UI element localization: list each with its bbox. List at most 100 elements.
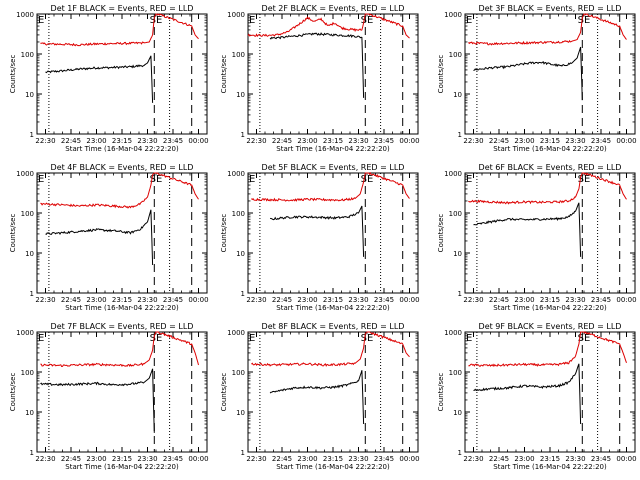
x-axis-label: Start Time (16-Mar-04 22:22:20) [65, 304, 179, 312]
x-tick-label: 23:00 [514, 455, 534, 463]
series-line-events [473, 202, 582, 257]
x-tick-label: 23:15 [323, 296, 343, 304]
plot-title: Det 6F BLACK = Events, RED = LLD [479, 163, 622, 172]
x-tick-label: 22:45 [61, 296, 81, 304]
x-tick-label: 23:00 [86, 137, 106, 145]
x-tick-label: 22:45 [489, 296, 509, 304]
x-tick-label: 22:30 [35, 137, 55, 145]
corner-label-e: E [249, 174, 255, 185]
x-tick-label: 00:00 [616, 455, 636, 463]
x-tick-label: 22:45 [61, 137, 81, 145]
x-tick-label: 23:45 [163, 137, 183, 145]
plot-title: Det 1F BLACK = Events, RED = LLD [51, 4, 194, 13]
corner-label-e: E [38, 333, 44, 344]
series-line-events [45, 55, 154, 103]
x-tick-label: 22:30 [463, 137, 483, 145]
x-tick-label: 23:00 [86, 296, 106, 304]
x-tick-label: 23:00 [297, 137, 317, 145]
x-tick-label: 23:45 [374, 296, 394, 304]
x-tick-label: 22:45 [272, 455, 292, 463]
x-tick-label: 00:00 [188, 455, 208, 463]
x-tick-label: 22:30 [463, 455, 483, 463]
corner-label-e: E [466, 15, 472, 26]
corner-label-e: E [38, 15, 44, 26]
x-tick-label: 23:15 [540, 137, 560, 145]
x-tick-label: 23:00 [297, 455, 317, 463]
x-tick-label: 23:30 [348, 137, 368, 145]
y-tick-label: 1 [458, 131, 462, 139]
series-line-events [269, 32, 365, 98]
x-tick-label: 23:15 [112, 137, 132, 145]
y-tick-label: 1000 [227, 11, 245, 19]
y-tick-label: 1000 [444, 11, 462, 19]
x-tick-label: 22:30 [463, 296, 483, 304]
y-axis-label: Counts/sec [220, 373, 228, 412]
y-tick-label: 100 [449, 51, 462, 59]
y-tick-label: 10 [236, 409, 245, 417]
y-tick-label: 1000 [227, 329, 245, 337]
plot-panel-2: Det 2F BLACK = Events, RED = LLD E SE 1 10 10… [220, 4, 420, 153]
x-axis-label: Start Time (16-Mar-04 22:22:20) [493, 463, 607, 471]
corner-label-se: SE [361, 333, 374, 344]
x-tick-label: 23:45 [163, 455, 183, 463]
plot-frame [464, 331, 636, 453]
y-tick-label: 1 [458, 290, 462, 298]
y-tick-label: 10 [25, 91, 34, 99]
y-tick-label: 10 [25, 409, 34, 417]
y-axis-label: Counts/sec [9, 55, 17, 94]
plot-frame [36, 13, 208, 135]
x-tick-label: 23:45 [163, 296, 183, 304]
y-tick-label: 1 [30, 290, 34, 298]
x-axis-label: Start Time (16-Mar-04 22:22:20) [276, 145, 390, 153]
y-tick-label: 1 [458, 449, 462, 457]
y-axis-label: Counts/sec [9, 214, 17, 253]
x-tick-label: 23:00 [514, 296, 534, 304]
series-line-lld [40, 13, 199, 47]
corner-label-se: SE [578, 333, 591, 344]
plot-panel-3: Det 3F BLACK = Events, RED = LLD E SE 1 10 10… [437, 4, 637, 153]
corner-label-se: SE [361, 15, 374, 26]
corner-label-se: SE [150, 174, 163, 185]
x-tick-label: 22:30 [246, 455, 266, 463]
x-tick-label: 22:45 [489, 455, 509, 463]
x-tick-label: 23:45 [591, 455, 611, 463]
x-tick-label: 23:30 [565, 137, 585, 145]
y-tick-label: 10 [236, 91, 245, 99]
y-tick-label: 1000 [16, 329, 34, 337]
series-line-lld [468, 172, 627, 205]
y-axis-label: Counts/sec [437, 214, 445, 253]
series-line-events [270, 205, 365, 257]
x-tick-label: 22:45 [272, 296, 292, 304]
series-line-lld [251, 172, 410, 202]
plot-frame [464, 172, 636, 294]
y-tick-label: 1000 [16, 11, 34, 19]
x-tick-label: 23:45 [591, 296, 611, 304]
series-line-events [473, 46, 583, 101]
plot-frame [464, 13, 636, 135]
plot-title: Det 4F BLACK = Events, RED = LLD [51, 163, 194, 172]
corner-label-se: SE [578, 174, 591, 185]
series-line-events [473, 363, 582, 425]
series-line-lld [468, 331, 627, 368]
x-tick-label: 22:30 [35, 455, 55, 463]
y-axis-label: Counts/sec [220, 55, 228, 94]
y-tick-label: 1000 [444, 329, 462, 337]
x-tick-label: 22:45 [489, 137, 509, 145]
x-tick-label: 00:00 [188, 137, 208, 145]
series-line-lld [40, 331, 199, 368]
x-tick-label: 22:30 [246, 137, 266, 145]
y-tick-label: 1 [241, 290, 245, 298]
x-tick-label: 00:00 [616, 296, 636, 304]
plot-title: Det 2F BLACK = Events, RED = LLD [262, 4, 405, 13]
series-line-lld [247, 13, 410, 39]
plot-panel-7: Det 7F BLACK = Events, RED = LLD E SE 1 10 10… [9, 322, 209, 471]
x-tick-label: 23:15 [540, 296, 560, 304]
x-tick-label: 23:15 [323, 137, 343, 145]
plot-title: Det 7F BLACK = Events, RED = LLD [51, 322, 194, 331]
x-axis-label: Start Time (16-Mar-04 22:22:20) [493, 304, 607, 312]
corner-label-e: E [249, 15, 255, 26]
x-axis-label: Start Time (16-Mar-04 22:22:20) [493, 145, 607, 153]
x-tick-label: 23:30 [348, 296, 368, 304]
